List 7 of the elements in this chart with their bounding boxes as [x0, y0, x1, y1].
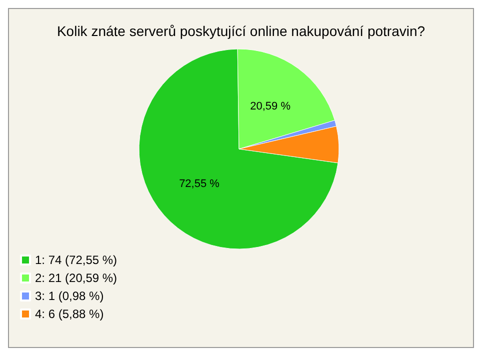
- data-label: 20,59 %: [250, 100, 291, 112]
- legend-label: 2: 21 (20,59 %): [35, 271, 118, 285]
- legend-label: 3: 1 (0,98 %): [35, 289, 104, 303]
- legend-label: 1: 74 (72,55 %): [35, 253, 118, 267]
- legend-label: 4: 6 (5,88 %): [35, 307, 104, 321]
- data-label: 72,55 %: [179, 178, 220, 190]
- chart-title: Kolik znáte serverů poskytující online nakupování potravin?: [56, 23, 426, 39]
